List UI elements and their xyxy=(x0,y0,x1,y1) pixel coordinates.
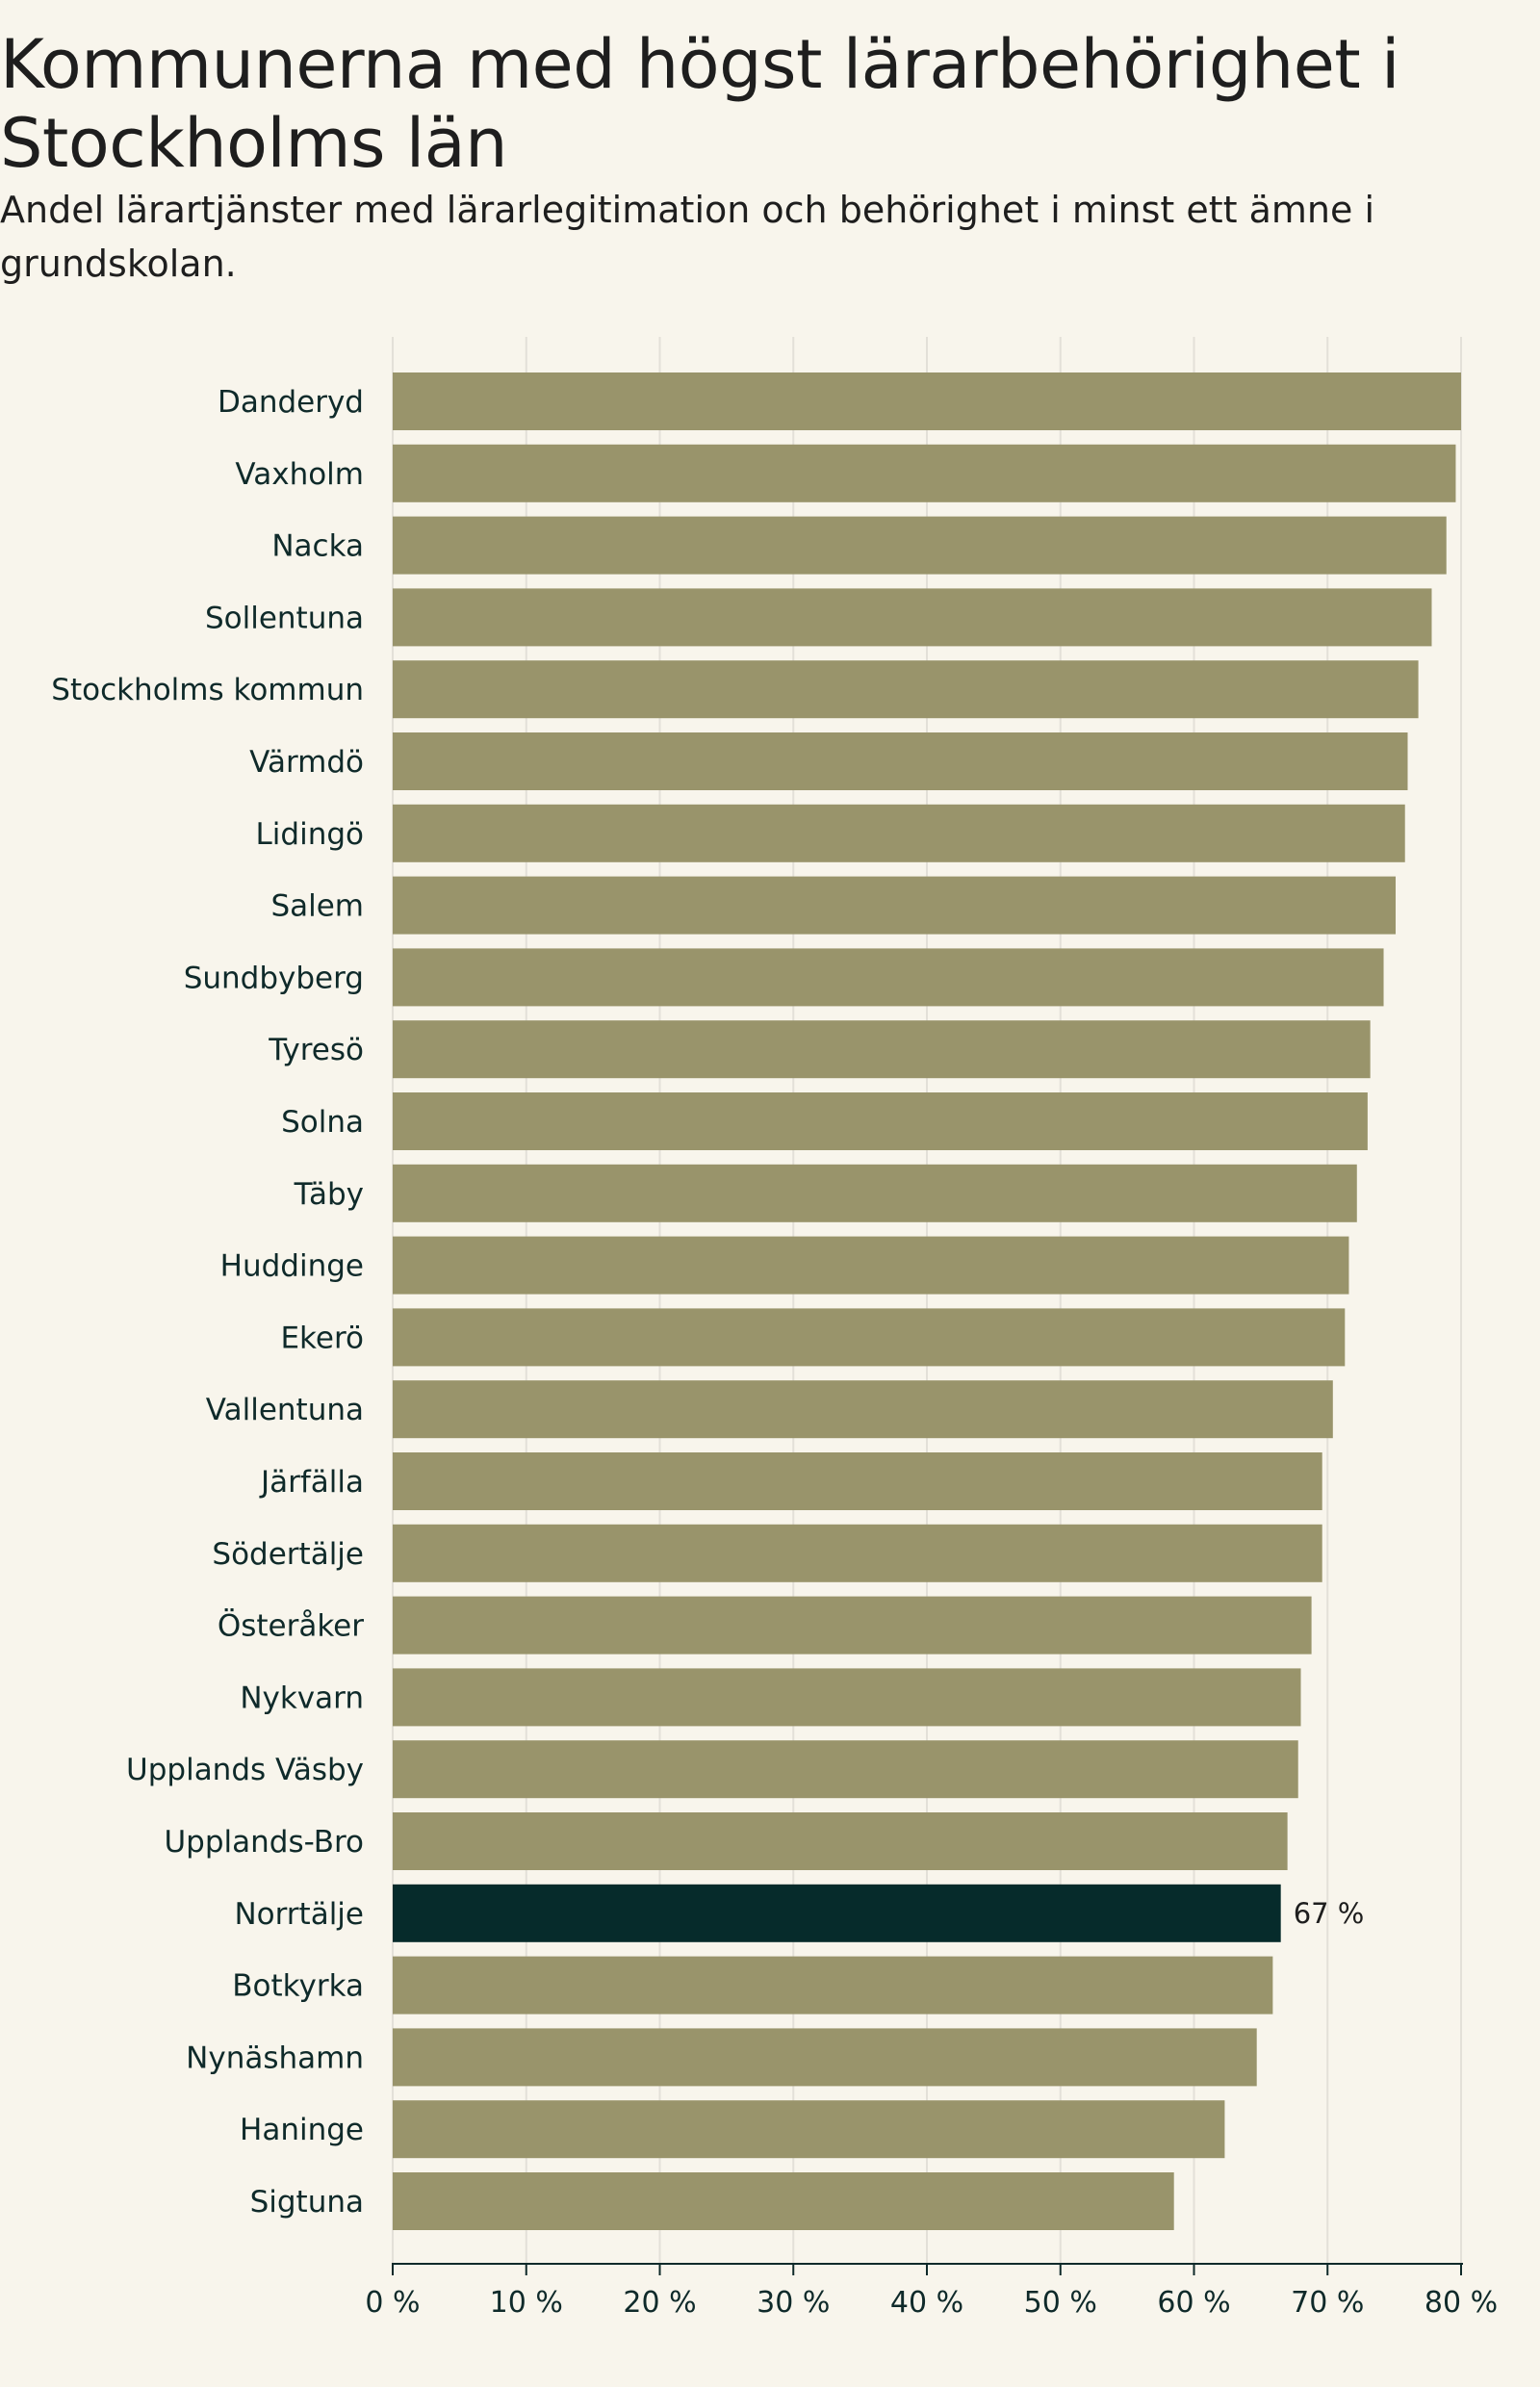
bar-tyresö xyxy=(393,1020,1371,1079)
bar-huddinge xyxy=(393,1236,1349,1295)
category-label: Stockholms kommun xyxy=(51,673,364,707)
category-label: Österåker xyxy=(218,1608,364,1644)
bar-danderyd xyxy=(393,372,1461,430)
bar-södertälje xyxy=(393,1524,1322,1582)
x-tick-label: 30 % xyxy=(757,2286,830,2320)
category-label: Upplands-Bro xyxy=(164,1825,364,1860)
category-label: Salem xyxy=(270,889,364,924)
x-tick-label: 60 % xyxy=(1157,2286,1230,2320)
bar-upplands-väsby xyxy=(393,1740,1298,1799)
category-label: Södertälje xyxy=(212,1537,364,1572)
bar-stockholms-kommun xyxy=(393,660,1419,719)
category-label: Nynäshamn xyxy=(186,2040,364,2075)
bar-vallentuna xyxy=(393,1380,1333,1439)
bar-sigtuna xyxy=(393,2172,1174,2230)
bar-sundbyberg xyxy=(393,948,1384,1007)
bar-nykvarn xyxy=(393,1668,1301,1727)
category-label: Norrtälje xyxy=(234,1897,364,1932)
data-label-highlight: 67 % xyxy=(1294,1897,1365,1930)
category-label: Sollentuna xyxy=(205,601,364,635)
bar-norrtälje xyxy=(393,1884,1281,1942)
bar-järfälla xyxy=(393,1452,1322,1510)
category-label: Ekerö xyxy=(280,1321,364,1355)
category-label: Lidingö xyxy=(256,817,364,852)
category-label: Botkyrka xyxy=(232,1969,364,2004)
category-label: Haninge xyxy=(240,2113,364,2147)
bar-sollentuna xyxy=(393,588,1432,647)
bar-vaxholm xyxy=(393,444,1456,502)
category-label: Danderyd xyxy=(218,385,364,420)
category-label: Värmdö xyxy=(249,745,364,780)
bar-haninge xyxy=(393,2100,1225,2159)
bar-täby xyxy=(393,1164,1357,1222)
bar-lidingö xyxy=(393,804,1405,862)
category-label: Nacka xyxy=(271,529,364,564)
x-tick-label: 40 % xyxy=(890,2286,963,2320)
bar-solna xyxy=(393,1092,1368,1150)
gridlines xyxy=(392,337,1462,2264)
bar-österåker xyxy=(393,1596,1312,1655)
x-tick-label: 80 % xyxy=(1424,2286,1498,2320)
x-tick-label: 0 % xyxy=(365,2286,420,2320)
x-axis: 0 % 10 % 20 % 30 % 40 % 50 % 60 % 70 % 80 % xyxy=(365,2263,1498,2320)
x-tick-label: 10 % xyxy=(490,2286,563,2320)
bar-botkyrka xyxy=(393,1956,1273,2015)
x-tick-label: 70 % xyxy=(1291,2286,1364,2320)
category-label: Täby xyxy=(294,1177,364,1212)
category-label: Vaxholm xyxy=(235,457,364,492)
category-label: Upplands Väsby xyxy=(126,1753,364,1787)
bar-upplands-bro xyxy=(393,1812,1288,1870)
bar-salem xyxy=(393,876,1397,935)
bar-nynäshamn xyxy=(393,2028,1257,2087)
category-labels: Danderyd Vaxholm Nacka Sollentuna Stockholms… xyxy=(51,385,1364,2220)
bar-ekerö xyxy=(393,1308,1346,1367)
category-label: Sundbyberg xyxy=(184,961,364,995)
chart-title: Kommunerna med högst lärarbehörighet i S… xyxy=(0,25,1399,183)
bars xyxy=(393,372,1461,2230)
bar-värmdö xyxy=(393,732,1408,790)
category-label: Järfälla xyxy=(259,1465,364,1500)
category-label: Huddinge xyxy=(220,1249,364,1284)
x-tick-label: 20 % xyxy=(623,2286,696,2320)
category-label: Tyresö xyxy=(268,1033,364,1067)
category-label: Vallentuna xyxy=(206,1393,364,1427)
chart-subtitle: Andel lärartjänster med lärarlegitimatio… xyxy=(0,189,1375,285)
category-label: Solna xyxy=(281,1105,364,1140)
bar-nacka xyxy=(393,516,1447,575)
category-label: Nykvarn xyxy=(240,1681,364,1715)
category-label: Sigtuna xyxy=(250,2185,364,2220)
x-tick-label: 50 % xyxy=(1024,2286,1097,2320)
